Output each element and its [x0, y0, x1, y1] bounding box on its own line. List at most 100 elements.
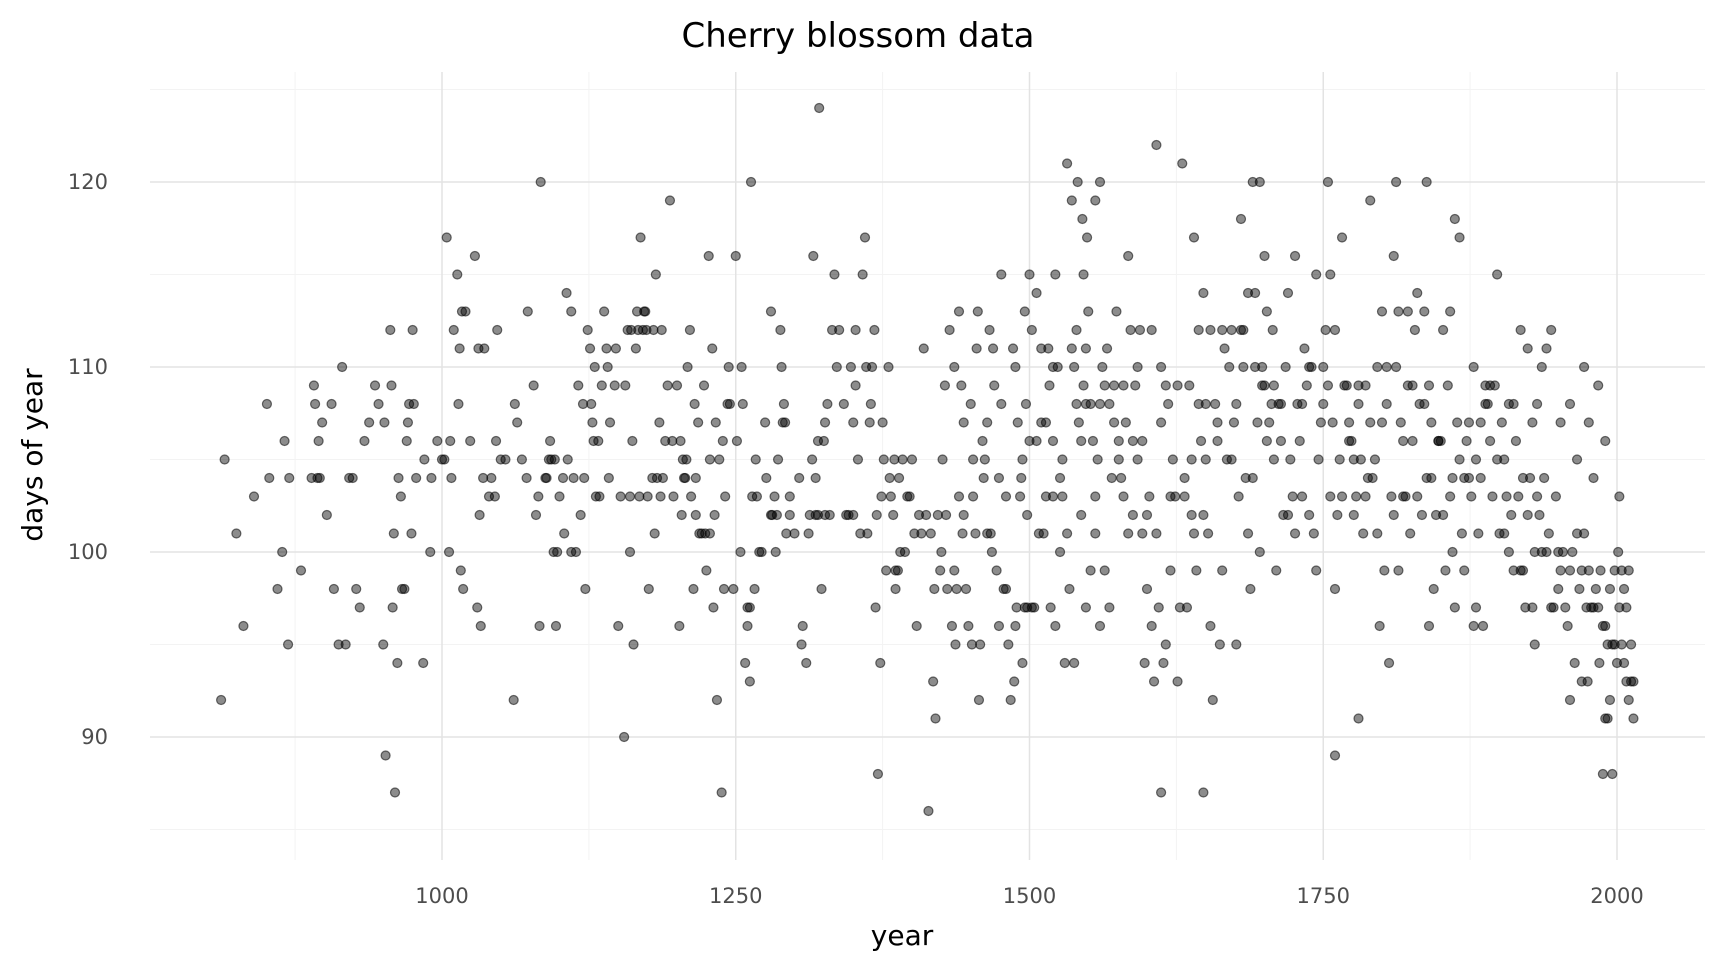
data-point: [682, 361, 693, 373]
data-point: [814, 102, 825, 114]
data-point: [1163, 398, 1174, 410]
data-point: [596, 380, 607, 391]
data-point: [1456, 528, 1468, 539]
data-point: [1336, 232, 1348, 243]
data-point: [1609, 565, 1620, 576]
data-point: [599, 306, 610, 317]
data-point: [1452, 417, 1463, 428]
data-point: [456, 306, 468, 317]
data-point: [936, 546, 947, 558]
data-point: [1440, 565, 1451, 576]
data-point: [1454, 454, 1465, 465]
data-point: [469, 250, 480, 262]
data-point: [1381, 361, 1392, 373]
data-point: [359, 435, 370, 447]
data-point: [1428, 583, 1439, 595]
data-point: [737, 398, 748, 410]
data-point: [1217, 565, 1228, 576]
data-point: [913, 509, 925, 521]
data-point: [1550, 491, 1562, 502]
data-point: [731, 435, 743, 447]
data-point: [693, 417, 704, 428]
data-point: [630, 343, 641, 354]
data-point: [781, 528, 792, 539]
data-point: [478, 472, 489, 484]
data-point: [1583, 565, 1594, 576]
data-point: [586, 398, 597, 410]
data-point: [432, 435, 443, 447]
data-point: [1252, 417, 1263, 428]
data-point: [1524, 472, 1536, 484]
data-point: [1186, 509, 1197, 521]
data-point: [1416, 509, 1428, 521]
data-point: [1621, 602, 1632, 613]
data-point: [1202, 528, 1214, 539]
data-point: [489, 491, 500, 502]
data-point: [1607, 768, 1618, 780]
data-point: [379, 417, 390, 428]
data-point: [1259, 250, 1270, 262]
data-point: [602, 361, 613, 373]
data-point: [1247, 176, 1258, 188]
data-point: [1155, 417, 1167, 428]
data-point: [1484, 435, 1496, 447]
data-point: [426, 472, 437, 484]
data-point: [677, 454, 688, 465]
data-point: [1308, 528, 1319, 539]
data-point: [1390, 361, 1402, 373]
data-point: [562, 454, 573, 465]
data-point: [1219, 343, 1230, 354]
data-point: [389, 787, 401, 798]
data-point: [1517, 472, 1529, 484]
data-point: [1527, 602, 1538, 613]
data-point: [333, 639, 344, 650]
data-point: [789, 528, 800, 539]
data-point: [765, 306, 777, 317]
data-point: [735, 546, 746, 558]
data-point: [1529, 546, 1540, 558]
data-point: [1261, 435, 1272, 447]
data-point: [575, 509, 586, 521]
data-point: [1009, 676, 1020, 687]
data-point: [317, 417, 328, 428]
data-point: [1437, 509, 1449, 521]
data-point: [1111, 306, 1122, 317]
data-point: [916, 528, 927, 539]
data-point: [1099, 565, 1110, 576]
data-point: [984, 324, 995, 336]
data-point: [1594, 657, 1605, 669]
data-point: [1541, 546, 1552, 558]
data-point: [928, 676, 939, 687]
data-point: [1094, 398, 1106, 410]
data-point: [408, 398, 419, 410]
data-point: [1336, 491, 1348, 502]
data-point: [709, 509, 720, 521]
data-point: [1487, 491, 1498, 502]
data-point: [671, 380, 683, 391]
data-point: [1167, 454, 1178, 465]
data-point: [326, 398, 337, 410]
data-point: [1081, 232, 1093, 243]
data-point: [1137, 435, 1148, 447]
data-point: [761, 472, 772, 484]
data-point: [1423, 380, 1435, 391]
data-point: [1564, 565, 1576, 576]
data-point: [1080, 602, 1092, 613]
data-point: [479, 343, 490, 354]
data-point: [1531, 398, 1543, 410]
data-point: [1442, 380, 1453, 391]
data-point: [649, 528, 660, 539]
data-point: [967, 454, 979, 465]
data-point: [852, 454, 864, 465]
data-point: [1282, 287, 1294, 299]
data-point: [344, 472, 355, 484]
data-point: [1040, 491, 1052, 502]
data-point: [865, 398, 876, 410]
data-point: [584, 343, 596, 354]
data-point: [855, 528, 866, 539]
data-point: [850, 380, 861, 391]
data-point: [920, 509, 932, 521]
data-point: [1625, 639, 1637, 650]
data-point: [1040, 417, 1052, 428]
data-point: [1106, 472, 1117, 484]
